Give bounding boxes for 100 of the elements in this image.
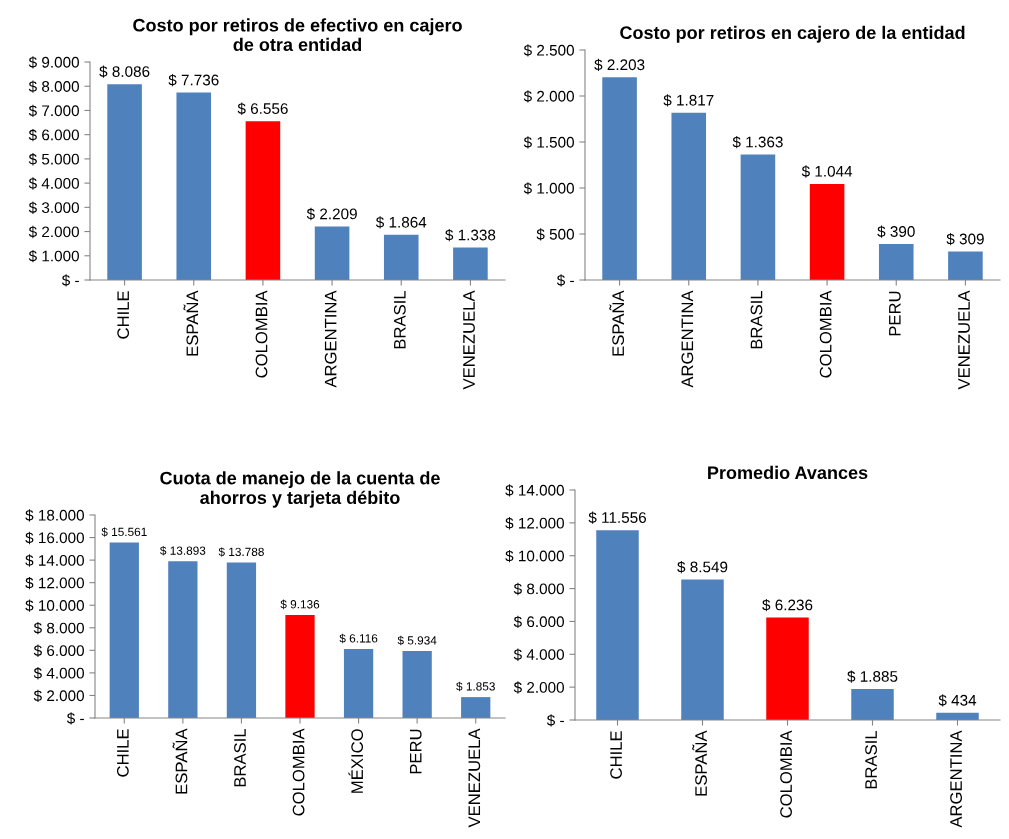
x-tick-label: VENEZUELA bbox=[463, 290, 475, 390]
x-tick-label: ARGENTINA bbox=[324, 290, 337, 388]
y-tick-label: $ 2.000 bbox=[28, 225, 79, 239]
y-tick-label: $ 12.000 bbox=[505, 517, 564, 530]
bar bbox=[681, 579, 724, 720]
y-tick-label: $ 8.000 bbox=[33, 622, 84, 635]
bar bbox=[107, 84, 142, 280]
x-tick-label: ARGENTINA bbox=[681, 290, 694, 388]
x-tick-label: MÉXICO bbox=[348, 729, 364, 793]
y-tick-label: $ 12.000 bbox=[25, 576, 84, 590]
x-tick-label: BRASIL bbox=[865, 730, 877, 789]
y-tick-label: $ 4.000 bbox=[28, 177, 79, 190]
data-label: $ 1.044 bbox=[801, 165, 853, 178]
data-label: $ 1.853 bbox=[456, 681, 495, 692]
y-tick-label: $ - bbox=[61, 274, 79, 287]
chart-title: Costo por retiros en cajero de la entidad bbox=[620, 25, 965, 43]
data-label: $ 5.934 bbox=[397, 635, 437, 646]
chart-title: Promedio Avances bbox=[708, 465, 868, 480]
y-tick-label: $ 6.000 bbox=[28, 128, 79, 142]
bar bbox=[671, 112, 707, 280]
y-tick-label: $ 500 bbox=[536, 228, 574, 241]
data-label: $ 7.736 bbox=[168, 73, 219, 87]
y-tick-label: $ 2.000 bbox=[523, 90, 574, 103]
data-label: $ 9.136 bbox=[280, 599, 320, 610]
x-tick-label: ESPAÑA bbox=[609, 290, 625, 356]
bar bbox=[176, 92, 212, 280]
x-tick-label: COLOMBIA bbox=[819, 290, 832, 378]
data-label: $ 1.817 bbox=[663, 94, 714, 107]
bar bbox=[878, 244, 914, 280]
bar bbox=[948, 251, 983, 280]
data-label: $ 1.338 bbox=[445, 228, 496, 242]
y-tick-label: $ 18.000 bbox=[25, 509, 84, 522]
data-label: $ 8.549 bbox=[677, 560, 728, 574]
bar bbox=[453, 247, 488, 280]
data-label: $ 8.086 bbox=[99, 65, 150, 78]
y-tick-label: $ 2.000 bbox=[33, 689, 84, 703]
bar bbox=[226, 562, 257, 718]
x-tick-label: VENEZUELA bbox=[958, 290, 970, 390]
data-label: $ 6.556 bbox=[237, 102, 288, 115]
data-label: $ 1.363 bbox=[732, 135, 783, 149]
x-tick-label: COLOMBIA bbox=[292, 728, 305, 816]
y-tick-label: $ 3.000 bbox=[28, 201, 79, 214]
data-label: $ 1.885 bbox=[847, 670, 898, 683]
x-tick-label: ESPAÑA bbox=[183, 290, 199, 356]
y-tick-label: $ 1.000 bbox=[28, 250, 79, 263]
y-tick-label: $ 1.000 bbox=[523, 182, 574, 195]
y-tick-label: $ 4.000 bbox=[33, 667, 84, 680]
x-tick-label: CHILE bbox=[610, 731, 622, 779]
data-label: $ 11.556 bbox=[588, 511, 646, 524]
data-label: $ 434 bbox=[938, 694, 977, 707]
data-label: $ 390 bbox=[877, 225, 915, 238]
y-tick-label: $ 8.000 bbox=[28, 80, 79, 93]
x-tick-label: BRASIL bbox=[750, 290, 763, 349]
x-tick-label: ARGENTINA bbox=[950, 730, 962, 828]
y-tick-label: $ 2.500 bbox=[523, 44, 574, 57]
x-tick-label: ESPAÑA bbox=[692, 730, 707, 796]
bar bbox=[343, 649, 374, 718]
y-tick-label: $ 7.000 bbox=[28, 104, 79, 118]
bar bbox=[285, 614, 315, 718]
y-tick-label: $ 16.000 bbox=[25, 531, 84, 545]
data-label: $ 1.864 bbox=[375, 216, 427, 229]
bar bbox=[809, 183, 845, 280]
y-tick-label: $ 9.000 bbox=[28, 56, 79, 69]
x-tick-label: COLOMBIA bbox=[255, 290, 268, 378]
bar bbox=[602, 77, 637, 280]
data-label: $ 15.561 bbox=[101, 527, 147, 537]
y-tick-label: $ 4.000 bbox=[513, 648, 564, 661]
bar bbox=[596, 530, 639, 720]
y-tick-label: $ 6.000 bbox=[513, 615, 564, 629]
y-tick-label: $ 10.000 bbox=[505, 549, 564, 563]
y-tick-label: $ 6.000 bbox=[33, 644, 84, 657]
y-tick-label: $ 2.000 bbox=[513, 681, 564, 694]
y-tick-label: $ 8.000 bbox=[513, 582, 564, 596]
y-tick-label: $ 14.000 bbox=[505, 484, 564, 497]
bar bbox=[402, 651, 432, 718]
bar bbox=[766, 617, 809, 720]
bar bbox=[461, 697, 491, 718]
bar bbox=[168, 561, 198, 718]
x-tick-label: PERU bbox=[889, 291, 901, 336]
x-tick-label: COLOMBIA bbox=[780, 730, 792, 818]
bar bbox=[383, 234, 419, 280]
y-tick-label: $ 10.000 bbox=[25, 599, 84, 612]
x-tick-label: PERU bbox=[409, 729, 422, 774]
x-tick-label: BRASIL bbox=[234, 728, 246, 787]
y-tick-label: $ - bbox=[546, 714, 564, 727]
data-label: $ 6.236 bbox=[762, 598, 813, 612]
chart-title: Cuota de manejo de la cuenta de ahorros y tarjeta débito bbox=[160, 471, 440, 508]
y-tick-label: $ 1.500 bbox=[523, 136, 574, 149]
data-label: $ 309 bbox=[946, 232, 984, 246]
x-tick-label: CHILE bbox=[116, 729, 129, 777]
y-tick-label: $ - bbox=[66, 712, 84, 725]
y-tick-label: $ 5.000 bbox=[28, 153, 79, 166]
y-tick-label: $ 14.000 bbox=[25, 554, 84, 567]
x-tick-label: CHILE bbox=[117, 291, 130, 339]
x-tick-label: BRASIL bbox=[393, 290, 406, 349]
chart-title: Costo por retiros de efectivo en cajero de otra entidad bbox=[133, 18, 462, 52]
bar bbox=[245, 121, 281, 280]
bar bbox=[314, 226, 350, 280]
bar bbox=[740, 154, 776, 280]
x-tick-label: ESPAÑA bbox=[172, 728, 188, 794]
